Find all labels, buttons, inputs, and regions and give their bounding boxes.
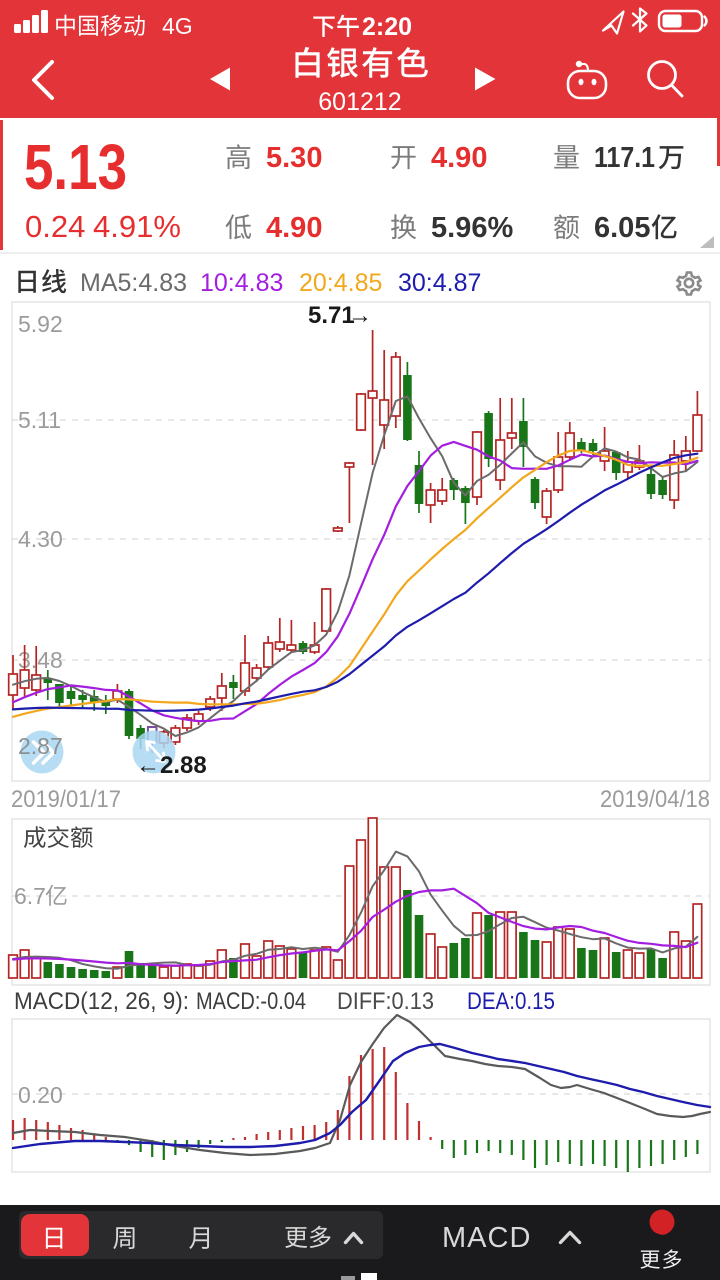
- svg-text:MACD: MACD: [442, 1222, 531, 1254]
- svg-text:4.90: 4.90: [431, 142, 487, 174]
- svg-text:5.13: 5.13: [24, 131, 127, 203]
- svg-text:←: ←: [136, 752, 160, 779]
- svg-text:2.87: 2.87: [18, 733, 63, 759]
- svg-text:117.1: 117.1: [594, 142, 655, 174]
- svg-text:2019/01/17: 2019/01/17: [11, 786, 121, 813]
- svg-text:DIFF:0.13: DIFF:0.13: [337, 988, 434, 1015]
- svg-text:→: →: [348, 302, 372, 329]
- svg-text:MA5:4.83: MA5:4.83: [80, 269, 187, 297]
- svg-text:4.91%: 4.91%: [93, 209, 181, 244]
- svg-text:2019/04/18: 2019/04/18: [600, 786, 710, 813]
- svg-text:601212: 601212: [318, 88, 401, 116]
- svg-text:4G: 4G: [162, 13, 193, 39]
- svg-text:6.05: 6.05: [594, 212, 650, 244]
- svg-text:DEA:0.15: DEA:0.15: [467, 988, 555, 1015]
- svg-text:MACD:-0.04: MACD:-0.04: [196, 988, 306, 1015]
- svg-text:0.24: 0.24: [25, 209, 85, 244]
- svg-text:6.7: 6.7: [14, 883, 46, 909]
- svg-text:30:4.87: 30:4.87: [398, 269, 481, 297]
- svg-text:5.92: 5.92: [18, 311, 63, 337]
- svg-text:4.90: 4.90: [266, 212, 322, 244]
- svg-text:0.20: 0.20: [18, 1082, 63, 1108]
- svg-text:5.30: 5.30: [266, 142, 322, 174]
- svg-text:5.96%: 5.96%: [431, 212, 513, 244]
- svg-text:10:4.83: 10:4.83: [200, 269, 283, 297]
- svg-text:4.30: 4.30: [18, 526, 63, 552]
- svg-text:2:20: 2:20: [362, 13, 412, 41]
- svg-text:5.71: 5.71: [308, 302, 355, 329]
- svg-text:2.88: 2.88: [160, 752, 207, 779]
- svg-text:20:4.85: 20:4.85: [299, 269, 382, 297]
- svg-text:5.11: 5.11: [18, 407, 61, 433]
- svg-text:3.48: 3.48: [18, 647, 63, 673]
- svg-text:MACD(12, 26, 9):: MACD(12, 26, 9):: [14, 988, 189, 1015]
